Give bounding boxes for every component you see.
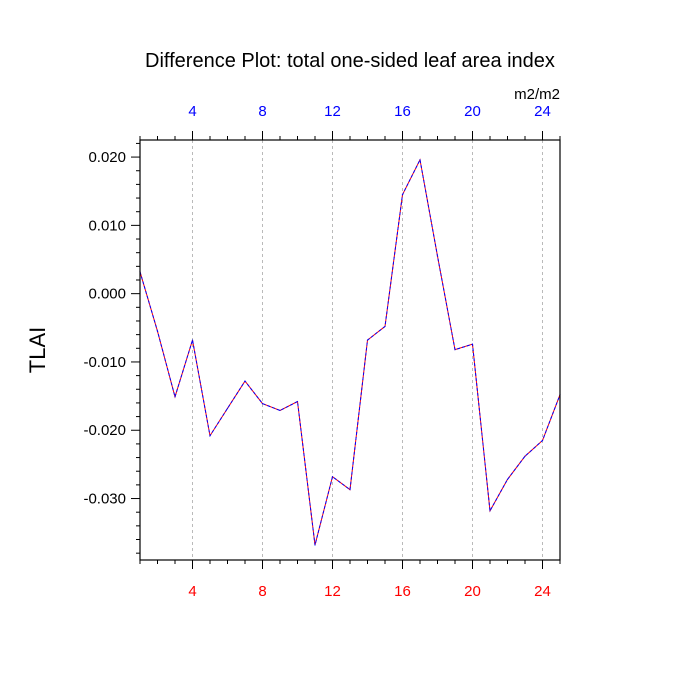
data-point bbox=[384, 325, 386, 328]
x-tick-label-top: 20 bbox=[464, 103, 481, 120]
data-point bbox=[349, 489, 351, 491]
x-tick-label-bottom: 8 bbox=[258, 583, 266, 600]
data-point bbox=[279, 409, 281, 412]
data-point bbox=[331, 476, 334, 478]
data-point bbox=[261, 403, 264, 405]
data-point bbox=[489, 510, 491, 512]
x-tick-label-top: 4 bbox=[188, 103, 196, 120]
tick-labels: 0.020 0.010 0.000 -0.010 -0.020 -0.030 4 4 8 8 12 1… bbox=[83, 103, 550, 600]
data-point bbox=[524, 455, 526, 457]
data-point bbox=[366, 339, 369, 341]
x-tick-label-top: 8 bbox=[258, 103, 266, 120]
data-point bbox=[401, 194, 404, 196]
x-tick-label-top: 16 bbox=[394, 103, 411, 120]
y-tick-label: -0.030 bbox=[83, 491, 126, 508]
series-line-dashed bbox=[139, 158, 561, 546]
data-point bbox=[454, 349, 456, 351]
data-point bbox=[209, 435, 211, 437]
x-tick-label-bottom: 16 bbox=[394, 583, 411, 600]
data-point bbox=[191, 339, 194, 341]
y-tick-label: 0.020 bbox=[88, 149, 126, 166]
plot-frame bbox=[139, 139, 561, 561]
data-point bbox=[296, 400, 299, 403]
data-point bbox=[174, 396, 176, 398]
data-point bbox=[314, 544, 316, 546]
x-tick-label-bottom: 12 bbox=[324, 583, 341, 600]
y-tick-label: 0.010 bbox=[88, 217, 126, 234]
y-tick-label: -0.020 bbox=[83, 422, 126, 439]
x-tick-label-bottom: 24 bbox=[534, 583, 551, 600]
axis-ticks bbox=[131, 131, 561, 569]
units-label: m2/m2 bbox=[514, 86, 560, 103]
grid-lines bbox=[192, 140, 543, 560]
data-point bbox=[506, 478, 509, 481]
data-point bbox=[156, 330, 159, 332]
chart-title: Difference Plot: total one-sided leaf ar… bbox=[145, 50, 555, 72]
y-axis-label: TLAI bbox=[25, 327, 50, 373]
x-tick-label-top: 24 bbox=[534, 103, 551, 120]
data-point bbox=[541, 439, 544, 442]
data-point bbox=[419, 159, 421, 161]
y-tick-label: -0.010 bbox=[83, 354, 126, 371]
x-tick-label-bottom: 20 bbox=[464, 583, 481, 600]
x-tick-label-top: 12 bbox=[324, 103, 341, 120]
data-point bbox=[471, 343, 474, 345]
data-point bbox=[244, 380, 246, 382]
x-tick-label-bottom: 4 bbox=[188, 583, 196, 600]
y-tick-label: 0.000 bbox=[88, 286, 126, 303]
series-line bbox=[139, 158, 561, 546]
data-point bbox=[436, 255, 439, 257]
data-point bbox=[226, 407, 229, 409]
